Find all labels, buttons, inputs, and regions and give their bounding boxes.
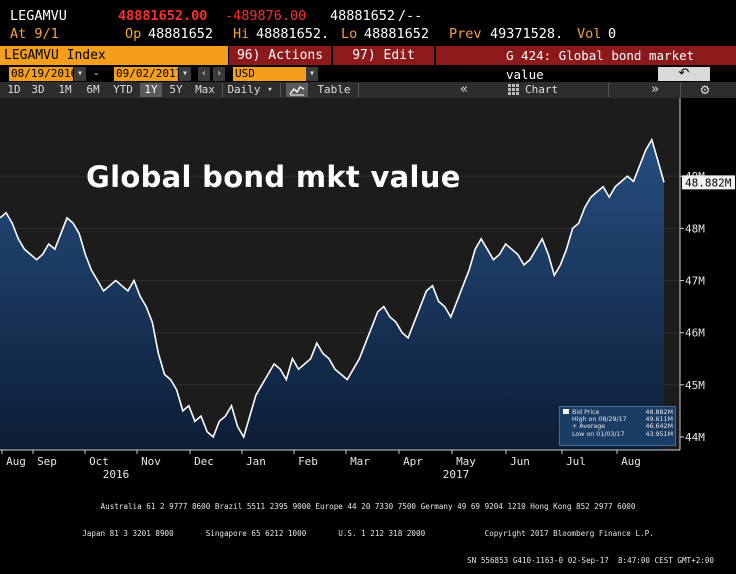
function-bar: LEGAMVU Index 96) Actions 97) Edit G 424… (0, 46, 736, 82)
legend-row-high: High on 08/29/17 49.611M (563, 416, 673, 423)
security-field[interactable]: LEGAMVU Index (0, 46, 228, 65)
legend-value: 46.642M (645, 423, 673, 431)
open-value: 48881652 (148, 26, 214, 42)
period-1d[interactable]: 1D (7, 83, 21, 96)
prev-label: Prev (449, 26, 482, 42)
table-button[interactable]: Table (317, 83, 351, 96)
last-value-marker: 48.882M (682, 175, 735, 190)
chart-content-grid-icon[interactable] (505, 83, 521, 97)
legend-value: 43.951M (645, 430, 673, 438)
period-5y[interactable]: 5Y (169, 83, 183, 96)
line-chart-icon[interactable] (286, 83, 308, 97)
bid-ask: /-- (398, 8, 423, 24)
scroll-left-icon[interactable]: ‹ (198, 67, 210, 81)
chart-toolbar: 1D 3D 1M 6M YTD 1Y 5Y Max Daily ▾ Table … (0, 82, 736, 110)
legend-label: Low on 01/03/17 (572, 430, 625, 438)
low-label: Lo (341, 26, 358, 42)
last-value-label: 48.882M (685, 176, 732, 189)
page-title: G 424: Global bond market value (436, 46, 736, 82)
legend-row-bid-price: Bid Price 48.882M (563, 409, 673, 416)
x-tick-label: Jan (246, 455, 266, 468)
gear-icon[interactable]: ⚙ (699, 83, 711, 97)
end-date-input[interactable]: 09/02/2017 (114, 67, 183, 81)
frequency-dropdown-icon[interactable]: ▾ (267, 85, 273, 95)
high-label: Hi (233, 26, 250, 42)
chart-content-button[interactable]: Chart Content (525, 83, 571, 110)
bid-price-swatch-icon (563, 409, 569, 414)
price-chart: 44M45M46M47M48M49M AugSepOctNovDecJanFeb… (0, 98, 736, 484)
back-icon: ↶ (678, 66, 690, 81)
last-price-repeat: 48881652 (330, 8, 396, 24)
currency-select[interactable]: USD (233, 67, 306, 81)
low-value: 48881652 (364, 26, 430, 42)
period-3d[interactable]: 3D (31, 83, 45, 96)
frequency-select[interactable]: Daily (227, 83, 261, 96)
x-tick-label: Apr (403, 455, 423, 468)
legend-value: 49.611M (645, 416, 673, 424)
date-range-row: 08/19/2016 ▾ - 09/02/2017 ▾ ‹ › USD ▾ ↶ (0, 66, 736, 82)
period-max[interactable]: Max (195, 83, 215, 96)
high-value: 48881652. (256, 26, 330, 42)
y-tick-label: 48M (685, 222, 705, 235)
currency-dropdown-icon[interactable]: ▾ (306, 67, 318, 81)
volume-value: 0 (608, 26, 617, 42)
chart-legend: Bid Price 48.882M High on 08/29/17 49.61… (559, 406, 676, 446)
x-tick-label: Jun (510, 455, 530, 468)
chart-title: Global bond mkt value (86, 160, 461, 194)
last-price: 48881652.00 (118, 8, 208, 24)
volume-label: Vol (577, 26, 602, 42)
legend-label: + Average (572, 423, 606, 431)
open-label: Op (125, 26, 142, 42)
legend-label: High on 08/29/17 (572, 416, 627, 424)
y-tick-label: 47M (685, 275, 705, 288)
x-tick-label: Jul (566, 455, 586, 468)
y-tick-label: 45M (685, 379, 705, 392)
ticker-symbol: LEGAMVU (10, 8, 67, 24)
x-tick-label: May (456, 455, 476, 468)
x-tick-label: Aug (6, 455, 26, 468)
legend-value: 48.882M (645, 409, 673, 416)
footer-session-line: SN 556853 G410-1163-0 02-Sep-17 8:47:00 … (467, 556, 714, 565)
last-value-box (682, 175, 735, 190)
x-tick-label: Oct (89, 455, 109, 468)
legend-row-average: + Average 46.642M (563, 423, 673, 430)
period-6m[interactable]: 6M (86, 83, 100, 96)
x-year-label: 2017 (443, 468, 470, 481)
footer: Australia 61 2 9777 8600 Brazil 5511 239… (0, 484, 736, 574)
expand-panel-icon[interactable]: » (651, 82, 659, 97)
x-tick-label: Mar (350, 455, 370, 468)
y-tick-label: 46M (685, 327, 705, 340)
actions-menu-button[interactable]: 96) Actions (229, 46, 331, 65)
back-button[interactable]: ↶ (658, 67, 710, 81)
x-tick-label: Feb (298, 455, 318, 468)
edit-menu-button[interactable]: 97) Edit (333, 46, 434, 65)
period-1y[interactable]: 1Y (140, 83, 162, 97)
price-change: -489876.00 (225, 8, 307, 24)
x-tick-label: Nov (141, 455, 161, 468)
x-tick-label: Sep (37, 455, 57, 468)
y-tick-label: 44M (685, 431, 705, 444)
x-year-label: 2016 (103, 468, 130, 481)
footer-contacts-line-1: Australia 61 2 9777 8600 Brazil 5511 239… (100, 502, 636, 511)
scroll-right-icon[interactable]: › (213, 67, 225, 81)
x-tick-label: Dec (194, 455, 214, 468)
period-ytd[interactable]: YTD (113, 83, 133, 96)
price-line (0, 137, 665, 440)
start-date-input[interactable]: 08/19/2016 (9, 67, 78, 81)
date-range-separator: - (93, 67, 100, 80)
prev-value: 49371528. (490, 26, 564, 42)
legend-row-low: Low on 01/03/17 43.951M (563, 431, 673, 438)
y-axis: 44M45M46M47M48M49M (680, 170, 705, 444)
x-axis: Aug Sep Oct Nov Dec Jan Feb Mar Apr May Jun Jul Aug 2… (1, 450, 641, 481)
start-date-dropdown-icon[interactable]: ▾ (74, 67, 86, 81)
as-of-date: At 9/1 (10, 26, 59, 42)
price-area-fill (0, 139, 664, 450)
collapse-panel-icon[interactable]: « (460, 82, 468, 97)
legend-label: Bid Price (572, 409, 600, 416)
end-date-dropdown-icon[interactable]: ▾ (179, 67, 191, 81)
footer-contacts-line-2: Japan 81 3 3201 8900 Singapore 65 6212 1… (82, 529, 654, 538)
x-tick-label: Aug (621, 455, 641, 468)
period-1m[interactable]: 1M (58, 83, 72, 96)
